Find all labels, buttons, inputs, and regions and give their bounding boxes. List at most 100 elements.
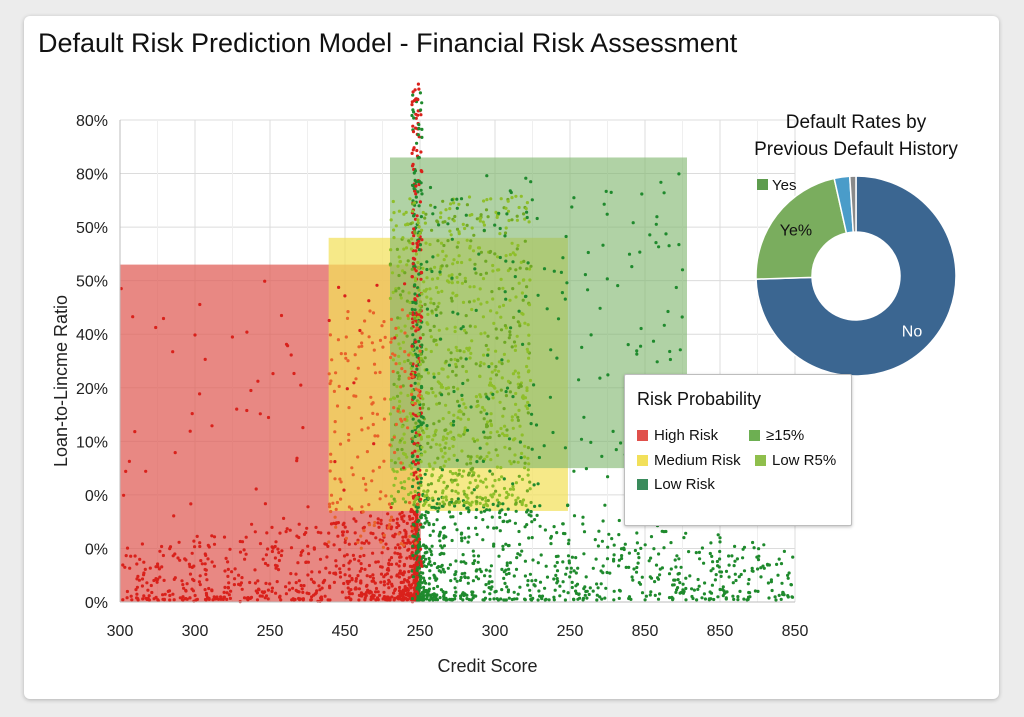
point-medium-risk (419, 426, 423, 430)
point-transition (331, 501, 335, 505)
legend-swatch (637, 430, 648, 441)
point-boundary (412, 234, 416, 238)
point-high-risk (127, 459, 131, 463)
point-medium-risk (450, 489, 454, 493)
point-high-risk (270, 549, 274, 554)
point-medium-risk (388, 296, 392, 300)
point-low-risk (620, 556, 624, 561)
point-medium-risk (409, 366, 413, 370)
point-low-risk (657, 245, 661, 249)
point-medium-risk (481, 315, 485, 319)
point-low-risk (422, 588, 426, 592)
point-low-risk (432, 586, 436, 591)
point-boundary (420, 513, 424, 517)
point-medium-risk (469, 467, 473, 472)
point-low-risk (424, 516, 428, 520)
point-medium-risk (426, 312, 430, 316)
point-high-risk (226, 585, 230, 590)
point-low-risk (525, 210, 529, 214)
point-low-risk (543, 586, 547, 590)
point-low-risk (481, 538, 485, 542)
point-low-risk (565, 566, 569, 570)
point-transition (364, 488, 368, 492)
point-medium-risk (420, 453, 424, 457)
point-medium-risk (484, 271, 488, 275)
point-medium-risk (439, 466, 443, 470)
point-high-risk (176, 556, 180, 560)
point-transition (418, 349, 422, 353)
point-high-risk (263, 279, 267, 283)
point-high-risk (245, 408, 249, 413)
point-medium-risk (452, 453, 456, 457)
point-medium-risk (485, 454, 489, 459)
point-high-risk (344, 596, 348, 600)
point-high-risk (266, 563, 270, 567)
point-medium-risk (511, 372, 515, 376)
y-tick-label: 0% (85, 595, 108, 612)
point-low-risk (759, 566, 763, 570)
point-medium-risk (422, 280, 426, 284)
point-high-risk (255, 598, 260, 602)
point-boundary (412, 171, 416, 175)
point-boundary (410, 454, 414, 459)
point-medium-risk (528, 487, 532, 491)
point-medium-risk (456, 358, 460, 362)
point-transition (370, 402, 374, 406)
point-high-risk (341, 533, 345, 537)
point-low-risk (453, 594, 457, 598)
point-medium-risk (525, 347, 529, 351)
point-medium-risk (478, 364, 482, 368)
point-low-risk (430, 505, 434, 509)
point-high-risk (237, 582, 241, 587)
point-medium-risk (511, 487, 516, 491)
point-high-risk (399, 555, 403, 559)
point-low-risk (453, 586, 457, 590)
point-medium-risk (518, 383, 523, 387)
point-boundary (415, 323, 419, 327)
point-medium-risk (392, 236, 396, 240)
point-low-risk (769, 578, 774, 582)
point-low-risk (647, 559, 651, 563)
point-high-risk (143, 567, 147, 572)
point-low-risk (488, 592, 492, 596)
point-low-risk (570, 555, 575, 559)
point-medium-risk (427, 496, 431, 501)
point-high-risk (319, 531, 323, 535)
point-boundary (413, 568, 417, 572)
point-low-risk (756, 589, 760, 594)
point-medium-risk (516, 371, 521, 375)
point-medium-risk (425, 493, 429, 498)
point-low-risk (481, 518, 485, 522)
point-medium-risk (421, 266, 425, 270)
point-low-risk (508, 189, 512, 193)
point-medium-risk (490, 495, 494, 499)
point-medium-risk (397, 377, 401, 381)
point-high-risk (374, 560, 378, 564)
point-medium-risk (403, 360, 407, 364)
point-low-risk (574, 571, 578, 575)
point-medium-risk (431, 496, 435, 500)
point-medium-risk (502, 486, 507, 491)
point-low-risk (425, 260, 429, 264)
point-high-risk (324, 542, 328, 546)
point-high-risk (359, 562, 363, 566)
point-medium-risk (490, 290, 494, 294)
point-medium-risk (445, 484, 449, 488)
point-medium-risk (528, 480, 532, 484)
point-low-risk (477, 252, 481, 256)
point-low-risk (505, 585, 509, 589)
point-high-risk (162, 578, 166, 583)
point-high-risk (390, 562, 394, 567)
point-low-risk (504, 297, 508, 301)
point-high-risk (222, 535, 227, 539)
point-boundary (414, 184, 418, 188)
point-medium-risk (516, 243, 520, 248)
point-high-risk (192, 539, 196, 543)
point-medium-risk (466, 417, 471, 421)
point-high-risk (343, 294, 347, 298)
point-low-risk (483, 596, 488, 600)
point-transition (371, 469, 375, 473)
point-low-risk (435, 593, 439, 597)
point-medium-risk (394, 224, 398, 228)
point-low-risk (718, 540, 722, 544)
